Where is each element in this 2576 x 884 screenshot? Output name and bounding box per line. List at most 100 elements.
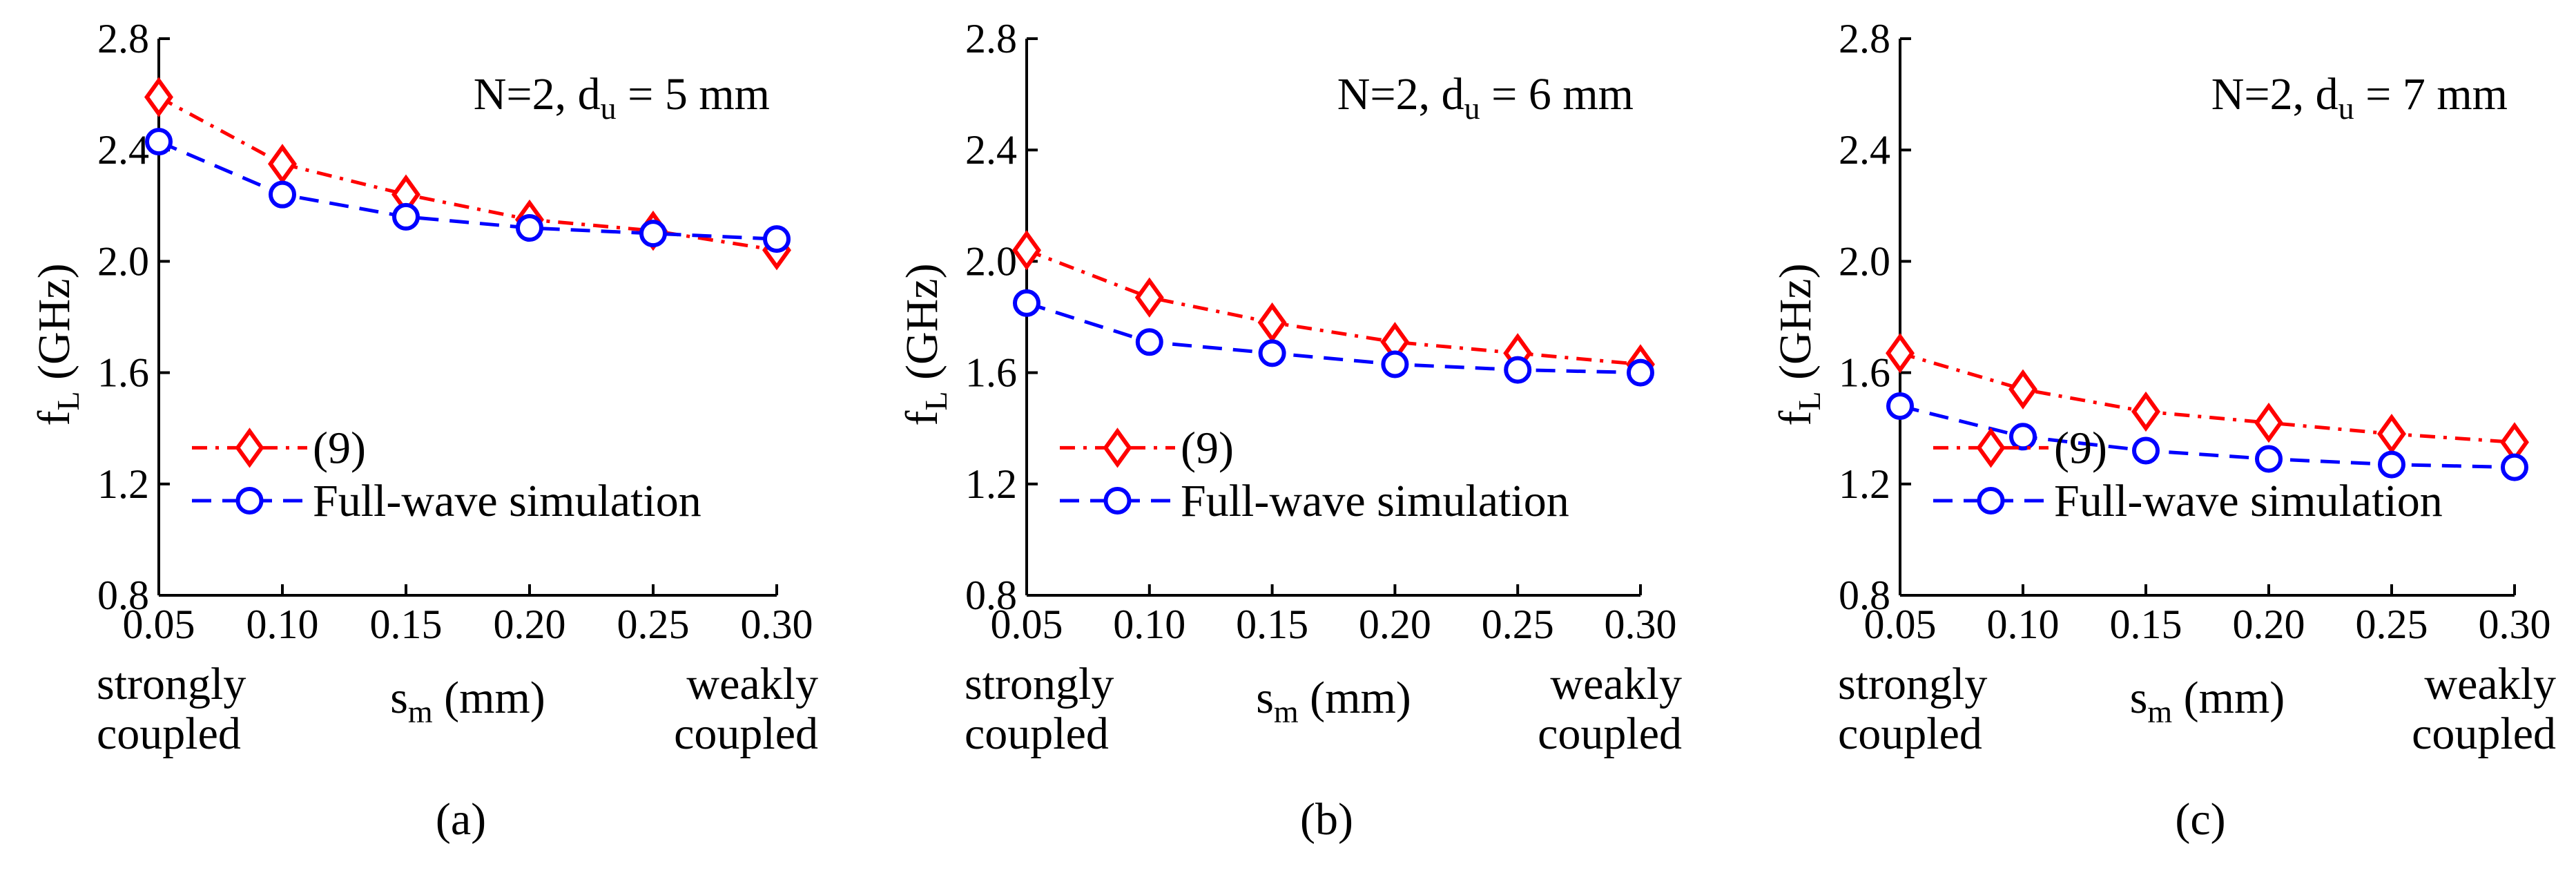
data-point-full-wave (639, 220, 667, 248)
data-point-eq9 (2377, 414, 2406, 454)
data-point-eq9 (2131, 391, 2160, 432)
y-tick-label: 2.4 (965, 127, 1017, 173)
y-tick-label: 2.8 (965, 16, 1017, 61)
panel-label: (c) (2175, 794, 2225, 845)
chart-panel-1: 0.8 1.2 1.6 2.0 2.4 2.8 0.05 0.10 0.15 0.20 0.25 0.… (29, 16, 818, 845)
legend-entry-label: Full-wave simulation (1181, 476, 1569, 526)
data-point-full-wave (145, 128, 173, 156)
legend-marker-circle (1977, 486, 2005, 515)
panel-annotation: N=2, du = 6 mm (1337, 69, 1634, 126)
x-axis-label: sm (mm) (1256, 673, 1411, 729)
y-tick-label: 1.6 (1839, 350, 1890, 396)
data-point-full-wave (1135, 328, 1163, 356)
legend-marker-diamond (1976, 427, 2006, 468)
y-tick-label: 1.2 (97, 461, 149, 507)
panel-label: (b) (1300, 794, 1353, 845)
x-tick-label: 0.05 (1864, 602, 1937, 647)
x-tick-label: 0.10 (1113, 602, 1185, 647)
panel-annotation: N=2, du = 5 mm (474, 69, 770, 126)
x-extreme-left-line2: coupled (1838, 709, 1982, 759)
legend-entry-label: (9) (313, 423, 366, 473)
x-tick-label: 0.30 (1605, 602, 1677, 647)
chart-panel-2: 0.8 1.2 1.6 2.0 2.4 2.8 0.05 0.10 0.15 0.20 0.25 0.… (897, 16, 1682, 845)
y-tick-label: 2.0 (965, 238, 1017, 284)
panel-label: (a) (436, 794, 486, 845)
y-tick-label: 0.8 (97, 573, 149, 618)
x-tick-label: 0.25 (617, 602, 690, 647)
series-line-eq9 (157, 95, 777, 252)
x-extreme-right-line2: coupled (1538, 709, 1682, 759)
x-extreme-right-line1: weakly (1550, 659, 1682, 709)
y-axis-label: fL (GHz) (29, 263, 86, 425)
x-tick-label: 0.15 (1236, 602, 1308, 647)
data-point-full-wave (392, 202, 420, 231)
legend-entry-label: Full-wave simulation (2054, 476, 2443, 526)
data-point-full-wave (1627, 358, 1654, 387)
x-tick-label: 0.15 (2110, 602, 2182, 647)
legend-marker-diamond (1103, 427, 1132, 468)
x-axis-label: sm (mm) (390, 673, 545, 729)
x-extreme-right-line2: coupled (2412, 709, 2556, 759)
data-point-eq9 (2008, 369, 2037, 410)
data-point-eq9 (2254, 403, 2283, 443)
data-point-full-wave (2378, 450, 2405, 479)
x-tick-label: 0.25 (1482, 602, 1554, 647)
data-point-eq9 (1012, 230, 1041, 271)
data-point-full-wave (1504, 356, 1532, 384)
y-tick-label: 1.6 (965, 350, 1017, 396)
x-axis-label: sm (mm) (2130, 673, 2285, 729)
y-tick-label: 1.2 (965, 461, 1017, 507)
x-extreme-left-line2: coupled (97, 709, 241, 759)
data-point-eq9 (1886, 333, 1915, 374)
series-line-eq9 (1026, 248, 1641, 366)
data-point-full-wave (1013, 289, 1040, 317)
y-tick-label: 2.4 (97, 127, 149, 173)
legend-marker-diamond (235, 427, 264, 468)
data-point-full-wave (269, 180, 296, 209)
x-extreme-left-line1: strongly (97, 659, 246, 709)
x-extreme-right-line1: weakly (2424, 659, 2556, 709)
x-tick-label: 0.20 (2233, 602, 2305, 647)
y-tick-label: 0.8 (965, 573, 1017, 618)
x-extreme-left-line1: strongly (965, 659, 1114, 709)
x-tick-label: 0.10 (246, 602, 319, 647)
x-tick-label: 0.20 (494, 602, 566, 647)
y-tick-label: 2.8 (1839, 16, 1890, 61)
series-line-eq9 (1899, 351, 2515, 444)
chart-panel-3: 0.8 1.2 1.6 2.0 2.4 2.8 0.05 0.10 0.15 0.20 0.25 0.… (1770, 16, 2556, 845)
data-point-eq9 (268, 144, 297, 184)
y-axis-label: fL (GHz) (897, 263, 953, 425)
data-point-eq9 (1134, 277, 1164, 318)
x-extreme-left-line1: strongly (1838, 659, 1987, 709)
data-point-full-wave (1381, 350, 1409, 378)
x-tick-label: 0.30 (741, 602, 813, 647)
y-tick-label: 1.6 (97, 350, 149, 396)
series-line-full-wave (1899, 404, 2515, 470)
y-tick-label: 2.8 (97, 16, 149, 61)
data-point-eq9 (144, 77, 173, 117)
x-tick-label: 0.20 (1359, 602, 1431, 647)
series-line-full-wave (158, 140, 777, 241)
legend-entry-label: (9) (1181, 423, 1234, 473)
series-line-full-wave (1026, 301, 1641, 375)
x-extreme-right-line2: coupled (674, 709, 818, 759)
y-tick-label: 2.0 (1839, 238, 1890, 284)
legend-marker-circle (235, 486, 264, 515)
y-tick-label: 2.0 (97, 238, 149, 284)
x-tick-label: 0.05 (991, 602, 1063, 647)
x-tick-label: 0.10 (1987, 602, 2060, 647)
panel-annotation: N=2, du = 7 mm (2211, 69, 2508, 126)
x-tick-label: 0.15 (370, 602, 443, 647)
y-tick-label: 1.2 (1839, 461, 1890, 507)
legend-entry-label: (9) (2054, 423, 2107, 473)
data-point-full-wave (1258, 339, 1286, 367)
legend-entry-label: Full-wave simulation (313, 476, 701, 526)
data-point-full-wave (2501, 453, 2528, 481)
data-point-full-wave (2255, 445, 2283, 473)
x-extreme-left-line2: coupled (965, 709, 1109, 759)
data-point-full-wave (763, 225, 791, 253)
data-point-eq9 (1257, 302, 1287, 343)
y-axis-label: fL (GHz) (1770, 263, 1827, 425)
x-tick-label: 0.25 (2356, 602, 2428, 647)
